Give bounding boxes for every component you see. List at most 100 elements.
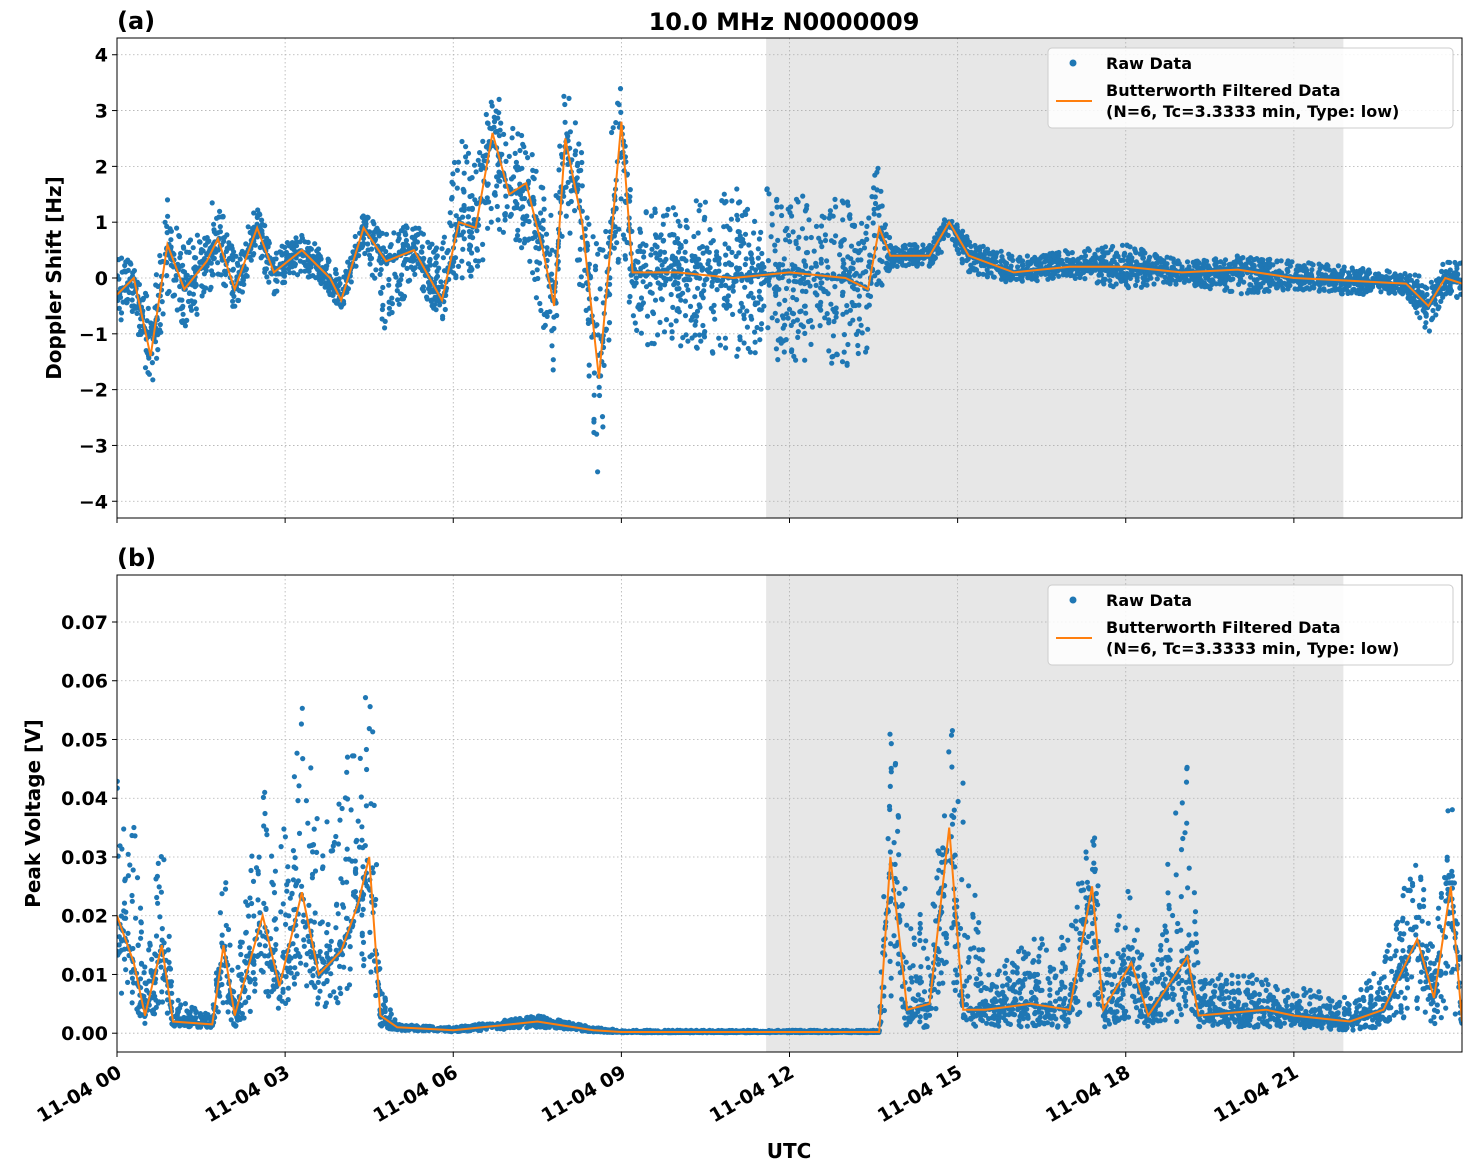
raw-data-point <box>768 234 774 240</box>
raw-data-point <box>274 278 280 284</box>
raw-data-point <box>792 273 798 279</box>
raw-data-point <box>790 229 796 235</box>
raw-data-point <box>844 303 850 309</box>
raw-data-point <box>514 232 521 239</box>
raw-data-point <box>118 255 125 261</box>
raw-data-point <box>641 249 647 255</box>
raw-data-point <box>1275 280 1281 287</box>
raw-data-point <box>655 280 661 286</box>
raw-data-point <box>1258 257 1264 263</box>
raw-data-point <box>803 235 809 241</box>
raw-data-point <box>1045 276 1051 282</box>
raw-data-point <box>125 930 131 936</box>
raw-data-point <box>606 337 612 343</box>
raw-data-point <box>208 268 215 274</box>
raw-data-point <box>566 95 572 101</box>
raw-data-point <box>475 157 481 163</box>
raw-data-point <box>155 900 161 906</box>
raw-data-point <box>752 339 758 345</box>
raw-data-point <box>170 293 176 299</box>
raw-data-point <box>755 246 761 252</box>
raw-data-point <box>444 250 450 256</box>
raw-data-point <box>1121 252 1127 259</box>
raw-data-point <box>896 255 902 261</box>
raw-data-point <box>735 217 741 223</box>
raw-data-point <box>827 212 833 218</box>
raw-data-point <box>182 1001 188 1007</box>
raw-data-point <box>480 138 486 144</box>
raw-data-point <box>881 225 887 231</box>
raw-data-point <box>956 250 962 256</box>
raw-data-point <box>1126 254 1132 260</box>
raw-data-point <box>591 429 597 436</box>
raw-data-point <box>397 291 404 297</box>
raw-data-point <box>678 297 684 303</box>
raw-data-point <box>796 234 802 240</box>
raw-data-point <box>670 304 676 310</box>
raw-data-point <box>174 1015 180 1022</box>
raw-data-point <box>809 324 816 330</box>
raw-data-point <box>345 286 351 292</box>
raw-data-point <box>617 86 624 92</box>
raw-data-point <box>125 267 131 273</box>
raw-data-point <box>429 241 435 247</box>
raw-data-point <box>455 263 462 269</box>
raw-data-point <box>675 260 681 266</box>
raw-data-point <box>241 281 247 287</box>
raw-data-point <box>749 265 755 271</box>
raw-data-point <box>971 260 977 266</box>
raw-data-point <box>826 348 832 354</box>
raw-data-point <box>287 270 293 276</box>
raw-data-point <box>432 294 438 300</box>
raw-data-point <box>378 260 384 266</box>
raw-data-point <box>893 245 899 251</box>
raw-data-point <box>1416 273 1422 279</box>
raw-data-point <box>839 278 845 284</box>
raw-data-point <box>748 250 754 256</box>
raw-data-point <box>696 332 703 338</box>
raw-data-point <box>1408 297 1414 303</box>
raw-data-point <box>696 208 702 214</box>
legend-raw-label: Raw Data <box>1106 54 1192 73</box>
raw-data-point <box>864 223 870 229</box>
raw-data-point <box>1284 261 1290 267</box>
raw-data-point <box>766 191 772 197</box>
raw-data-point <box>154 355 160 361</box>
raw-data-point <box>525 155 531 161</box>
raw-data-point <box>931 256 937 262</box>
raw-data-point <box>1251 289 1257 295</box>
raw-data-point <box>801 281 808 287</box>
raw-data-point <box>696 256 702 262</box>
raw-data-point <box>404 265 410 271</box>
raw-data-point <box>902 242 908 248</box>
raw-data-point <box>469 250 475 256</box>
raw-data-point <box>793 357 799 363</box>
raw-data-point <box>217 910 223 916</box>
raw-data-point <box>980 271 986 277</box>
raw-data-point <box>291 270 297 276</box>
raw-data-point <box>1407 273 1413 279</box>
raw-data-point <box>726 225 732 231</box>
raw-data-point <box>665 206 671 212</box>
raw-data-point <box>153 282 159 288</box>
raw-data-point <box>173 277 179 283</box>
raw-data-point <box>844 360 850 366</box>
raw-data-point <box>401 247 407 253</box>
raw-data-point <box>421 255 427 261</box>
raw-data-point <box>333 271 339 277</box>
raw-data-point <box>1447 290 1453 296</box>
raw-data-point <box>392 271 398 277</box>
raw-data-point <box>733 265 740 271</box>
raw-data-point <box>1257 262 1263 268</box>
raw-data-point <box>559 151 565 158</box>
raw-data-point <box>830 333 837 339</box>
raw-data-point <box>757 307 763 313</box>
raw-data-point <box>138 961 145 967</box>
raw-data-point <box>778 204 784 210</box>
raw-data-point <box>1099 245 1105 251</box>
raw-data-point <box>538 210 544 216</box>
raw-data-point <box>141 993 147 1000</box>
raw-data-point <box>675 280 681 286</box>
raw-data-point <box>215 1009 221 1015</box>
raw-data-point <box>670 205 676 211</box>
